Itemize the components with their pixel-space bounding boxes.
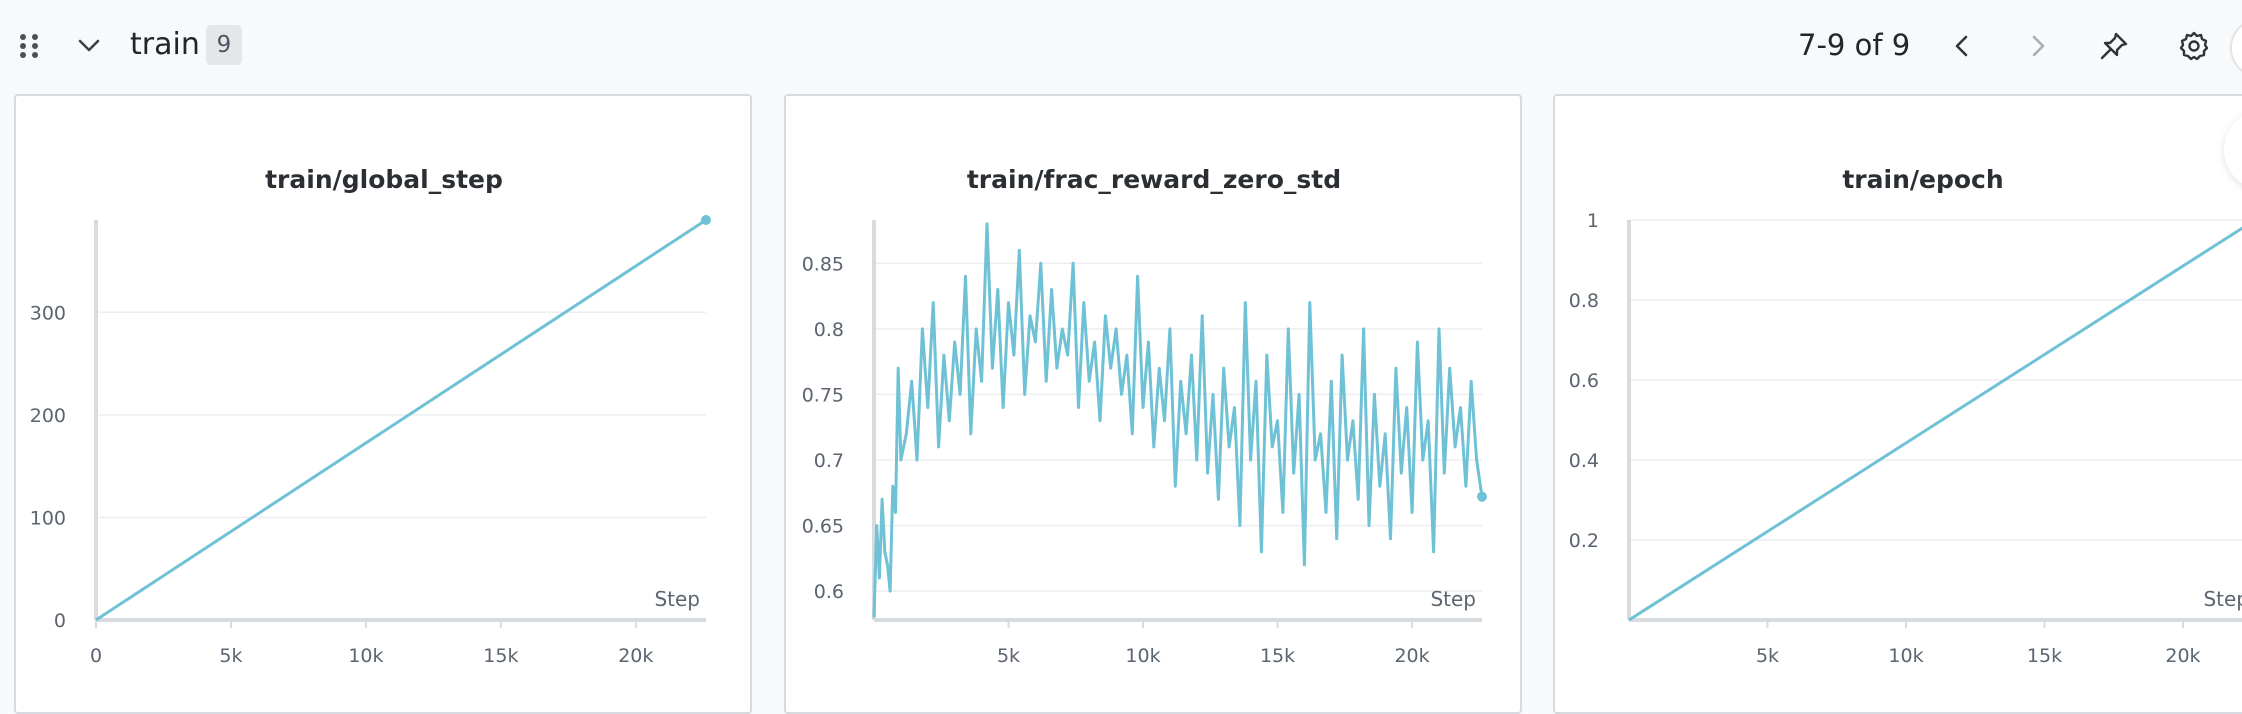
y-tick-label: 0.4	[1569, 450, 1599, 472]
panel-count-badge: 9	[206, 25, 242, 65]
chart-frac-reward-zero-std: train/frac_reward_zero_std 0.6 0.65 0.7 0.75…	[802, 165, 1487, 667]
y-tick-label: 200	[30, 405, 66, 427]
chart-panel-global-step: train/global_step 0 100 200 300 0 5k 10k 15k 20k S…	[14, 94, 752, 714]
x-tick-label: 20k	[2165, 645, 2200, 667]
x-tick-label: 20k	[1394, 645, 1429, 667]
x-tick-label: 10k	[348, 645, 383, 667]
x-tick-label: 0	[90, 645, 102, 667]
y-tick-label: 0.2	[1569, 530, 1599, 552]
x-tick-label: 15k	[483, 645, 518, 667]
chevron-down-icon[interactable]	[74, 34, 104, 58]
x-tick-label: 5k	[1756, 645, 1779, 667]
y-tick-label: 0.65	[802, 516, 844, 538]
x-tick-label: 10k	[1125, 645, 1160, 667]
y-tick-label: 0.6	[1569, 370, 1599, 392]
chart-global-step: train/global_step 0 100 200 300 0 5k 10k 15k 20k S…	[30, 165, 711, 667]
side-scroll-button[interactable]	[2224, 110, 2242, 190]
y-tick-label: 0.7	[814, 450, 844, 472]
pagination-label: 7-9 of 9	[1798, 28, 1911, 62]
y-tick-label: 100	[30, 507, 66, 529]
chevron-right-icon[interactable]	[2022, 30, 2054, 62]
series-end-point	[701, 215, 711, 225]
y-tick-label: 0.6	[814, 581, 844, 603]
chart-title: train/global_step	[265, 165, 503, 194]
x-axis-label: Step	[654, 587, 700, 611]
section-header: train 9 7-9 of 9	[0, 0, 2242, 92]
y-tick-label: 0.8	[1569, 290, 1599, 312]
section-title: train	[130, 27, 200, 62]
x-axis-label: Step	[2203, 587, 2242, 611]
y-tick-label: 1	[1587, 210, 1599, 232]
pin-icon[interactable]	[2098, 30, 2130, 62]
gear-icon[interactable]	[2178, 30, 2210, 62]
chart-title: train/epoch	[1842, 165, 2003, 194]
side-action-button[interactable]	[2230, 18, 2242, 78]
drag-handle-icon[interactable]	[18, 33, 42, 59]
y-tick-label: 300	[30, 302, 66, 324]
x-tick-label: 20k	[618, 645, 653, 667]
y-tick-label: 0.8	[814, 319, 844, 341]
series-line	[872, 222, 1484, 618]
x-tick-label: 5k	[219, 645, 242, 667]
x-tick-label: 10k	[1888, 645, 1923, 667]
chart-title: train/frac_reward_zero_std	[967, 165, 1341, 194]
x-axis-label: Step	[1430, 587, 1476, 611]
x-tick-label: 15k	[2027, 645, 2062, 667]
y-tick-label: 0.75	[802, 384, 844, 406]
series-end-point	[1477, 491, 1487, 502]
series-line	[95, 218, 707, 622]
x-tick-label: 5k	[997, 645, 1020, 667]
y-tick-label: 0.85	[802, 253, 844, 275]
series-line	[1628, 226, 2242, 622]
x-tick-label: 15k	[1260, 645, 1295, 667]
chart-panel-frac-reward-zero-std: train/frac_reward_zero_std 0.6 0.65 0.7 0.75…	[784, 94, 1522, 714]
chevron-left-icon[interactable]	[1946, 30, 1978, 62]
y-tick-label: 0	[54, 610, 66, 632]
